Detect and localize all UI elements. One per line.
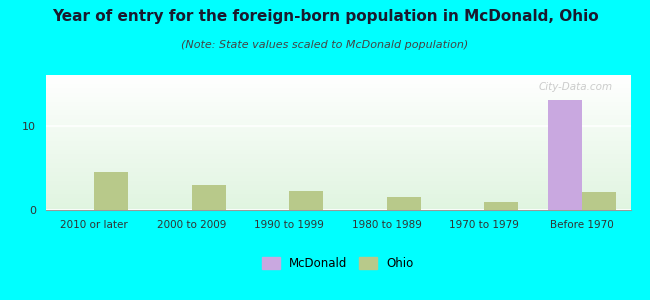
Bar <box>94 172 129 210</box>
Bar <box>547 100 582 210</box>
Bar <box>484 202 519 210</box>
Text: (Note: State values scaled to McDonald population): (Note: State values scaled to McDonald p… <box>181 40 469 50</box>
Bar <box>387 197 421 210</box>
Text: City-Data.com: City-Data.com <box>539 82 613 92</box>
Bar <box>192 185 226 210</box>
Text: Year of entry for the foreign-born population in McDonald, Ohio: Year of entry for the foreign-born popul… <box>52 9 598 24</box>
Legend: McDonald, Ohio: McDonald, Ohio <box>257 252 419 274</box>
Bar <box>582 192 616 210</box>
Bar <box>289 191 324 210</box>
